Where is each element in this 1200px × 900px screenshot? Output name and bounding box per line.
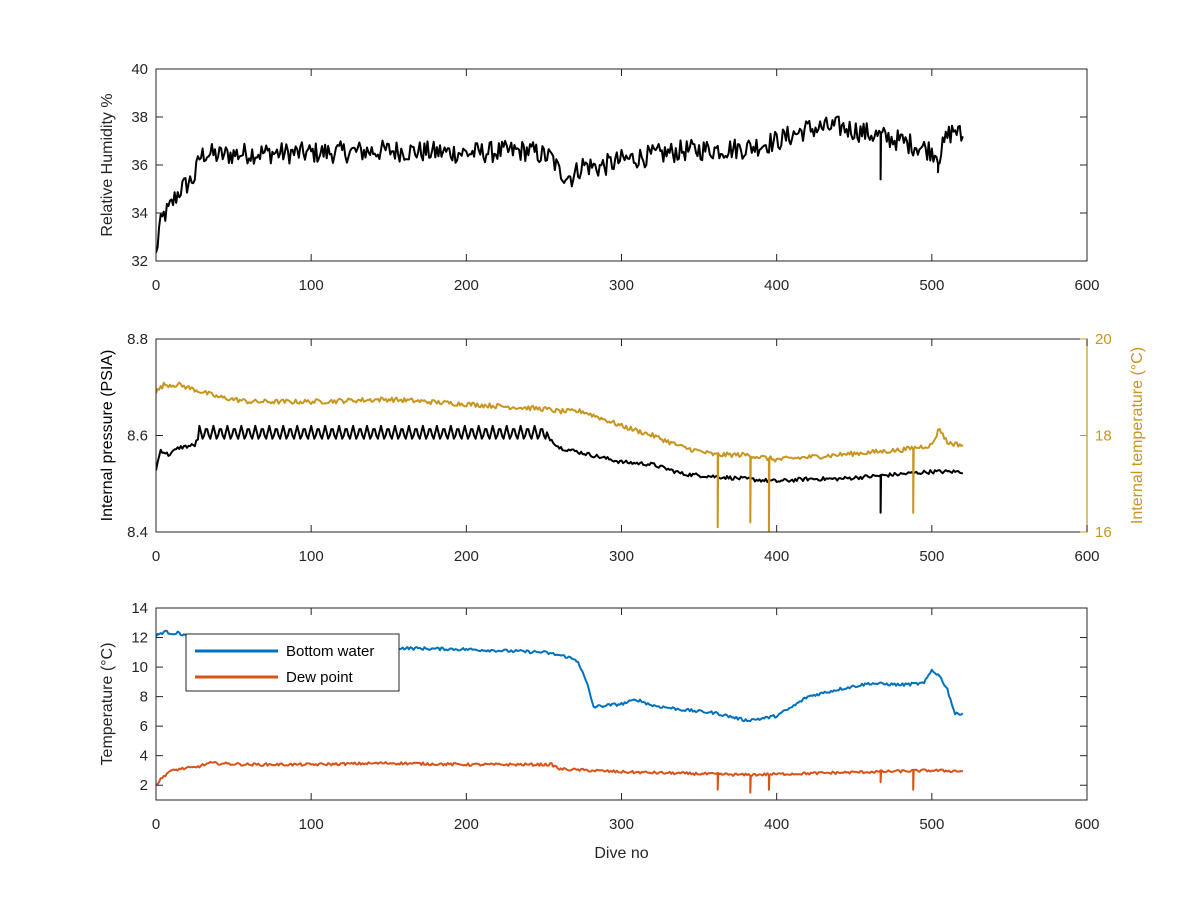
series-line-2-2: [156, 381, 964, 532]
x-tick-label: 300: [609, 816, 634, 833]
x-tick-label: 600: [1074, 548, 1099, 565]
y-tick-label: 38: [131, 109, 148, 126]
panel-2: 0 100 200 300 400 500 600 8.4 8.6 8.8 16 18 20 Intern…: [99, 331, 1146, 565]
x-tick-label: 500: [919, 277, 944, 294]
y-tick-label: 8.6: [127, 428, 148, 445]
x-tick-label: 200: [454, 277, 479, 294]
x-tick-label: 100: [299, 548, 324, 565]
x-tick-label: 200: [454, 548, 479, 565]
legend-box: [185, 633, 400, 692]
y-tick-label: 34: [131, 205, 148, 222]
panel-1: 0 100 200 300 400 500 600 32 34 36 38 40 Relative Hu…: [99, 61, 1100, 294]
y-tick-label: 2: [140, 777, 148, 794]
x-tick-label: 500: [919, 816, 944, 833]
y-axis-label: Temperature (°C): [99, 643, 116, 766]
y-tick-label: 8.8: [127, 331, 148, 348]
y-tick-label: 8.4: [127, 524, 148, 541]
x-tick-label: 300: [609, 277, 634, 294]
y-tick-label: 14: [131, 600, 148, 617]
x-tick-label: 100: [299, 816, 324, 833]
y2-tick-label: 16: [1095, 524, 1112, 541]
y-tick-label: 10: [131, 659, 148, 676]
x-tick-label: 400: [764, 816, 789, 833]
legend-label: Dew point: [286, 669, 354, 686]
series-line-1-1: [156, 115, 964, 254]
panel-3: 0 100 200 300 400 500 600 2 4 6 8 10 12 14 Temperature…: [99, 600, 1100, 862]
x-tick-label: 200: [454, 816, 479, 833]
y-tick-label: 40: [131, 61, 148, 78]
x-axis-label: Dive no: [594, 845, 648, 862]
x-tick-label: 300: [609, 548, 634, 565]
y2-tick-label: 18: [1095, 428, 1112, 445]
y-tick-label: 36: [131, 157, 148, 174]
y-tick-label: 4: [140, 748, 148, 765]
x-tick-label: 100: [299, 277, 324, 294]
y-tick-label: 32: [131, 253, 148, 270]
y2-tick-label: 20: [1095, 331, 1112, 348]
y-axis-label: Internal pressure (PSIA): [99, 350, 116, 522]
y-tick-label: 12: [131, 630, 148, 647]
axes-box: [155, 68, 1088, 262]
y-tick-label: 8: [140, 689, 148, 706]
x-tick-label: 500: [919, 548, 944, 565]
series-line-3-2: [156, 760, 964, 794]
y-tick-label: 6: [140, 718, 148, 735]
y2-axis-label: Internal temperature (°C): [1129, 347, 1146, 524]
x-tick-label: 600: [1074, 277, 1099, 294]
series-line-2-1: [156, 424, 963, 514]
x-tick-label: 400: [764, 277, 789, 294]
y-axis-label: Relative Humidity %: [99, 93, 116, 236]
legend: Bottom water Dew point: [185, 633, 400, 692]
x-tick-label: 400: [764, 548, 789, 565]
x-tick-label: 0: [152, 277, 160, 294]
legend-label: Bottom water: [286, 643, 374, 660]
x-tick-label: 0: [152, 548, 160, 565]
x-tick-label: 600: [1074, 816, 1099, 833]
x-tick-label: 0: [152, 816, 160, 833]
